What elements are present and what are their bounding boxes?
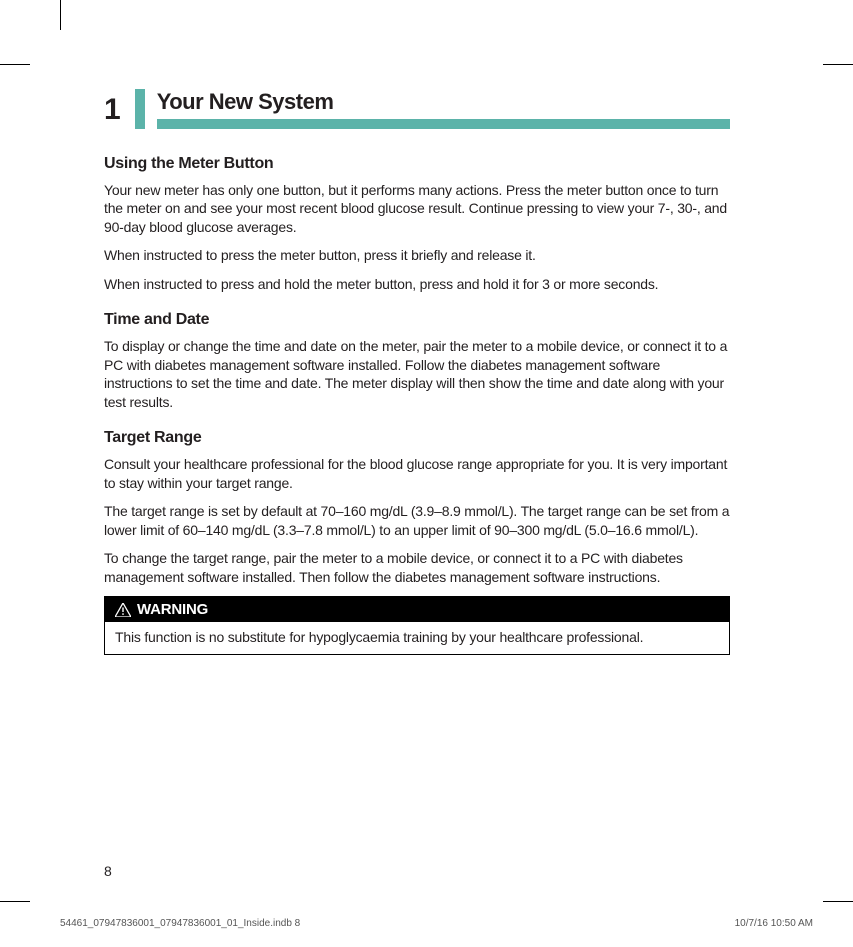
crop-mark: [0, 901, 30, 902]
chapter-tab-mark: [135, 89, 145, 129]
body-paragraph: To display or change the time and date o…: [104, 337, 730, 411]
crop-mark: [823, 64, 853, 65]
warning-label: WARNING: [137, 601, 208, 618]
chapter-title-wrap: Your New System: [157, 89, 730, 129]
body-paragraph: When instructed to press and hold the me…: [104, 275, 730, 293]
warning-body: This function is no substitute for hypog…: [105, 622, 729, 654]
warning-header: WARNING: [105, 597, 729, 622]
warning-icon: [115, 603, 131, 617]
crop-mark: [0, 64, 30, 65]
crop-mark: [823, 901, 853, 902]
body-paragraph: Your new meter has only one button, but …: [104, 181, 730, 236]
footer-filename: 54461_07947836001_07947836001_01_Inside.…: [60, 918, 300, 929]
chapter-number: 1: [104, 89, 121, 125]
page-content: 1 Your New System Using the Meter Button…: [104, 89, 730, 655]
chapter-rule: [157, 119, 730, 129]
section-heading: Target Range: [104, 429, 730, 447]
body-paragraph: To change the target range, pair the met…: [104, 549, 730, 586]
body-paragraph: Consult your healthcare professional for…: [104, 455, 730, 492]
chapter-title: Your New System: [157, 89, 730, 115]
chapter-header: 1 Your New System: [104, 89, 730, 129]
body-paragraph: The target range is set by default at 70…: [104, 502, 730, 539]
warning-box: WARNING This function is no substitute f…: [104, 596, 730, 655]
section-heading: Using the Meter Button: [104, 155, 730, 173]
body-paragraph: When instructed to press the meter butto…: [104, 246, 730, 264]
footer-timestamp: 10/7/16 10:50 AM: [735, 918, 813, 929]
section-heading: Time and Date: [104, 311, 730, 329]
page-number: 8: [104, 863, 112, 879]
print-footer: 54461_07947836001_07947836001_01_Inside.…: [60, 918, 813, 929]
crop-mark: [60, 0, 61, 30]
